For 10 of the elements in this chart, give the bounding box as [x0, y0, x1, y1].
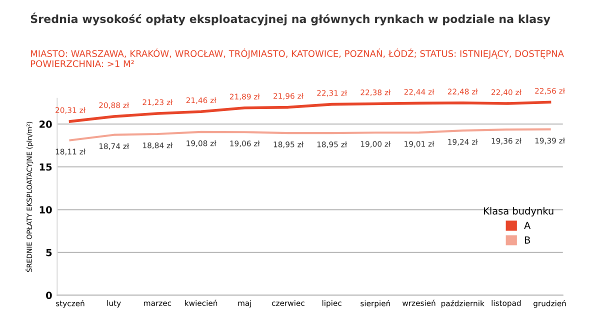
legend-label: B — [524, 236, 530, 244]
y-tick-label: 10 — [40, 206, 52, 214]
legend-title: Klasa budynku — [484, 207, 554, 216]
chart-subtitle: MIASTO: WARSZAWA, KRAKÓW, WROCŁAW, TRÓJMIASTO, KATOWICE, POZNAŃ, ŁÓDŹ; STATUS: ISTNIEJĄCY, DOSTĘPNA POWIERZCHNIA: >1 M² — [30, 48, 564, 68]
y-tick-label: 15 — [40, 163, 52, 171]
chart-title: Średnia wysokość opłaty eksploatacyjnej na głównych rynkach w podziale na klasy — [30, 12, 550, 26]
y-tick-label: 0 — [46, 292, 52, 300]
legend-label: A — [524, 222, 531, 230]
y-tick-label: 20 — [40, 120, 52, 128]
y-tick-label: 5 — [46, 249, 52, 256]
